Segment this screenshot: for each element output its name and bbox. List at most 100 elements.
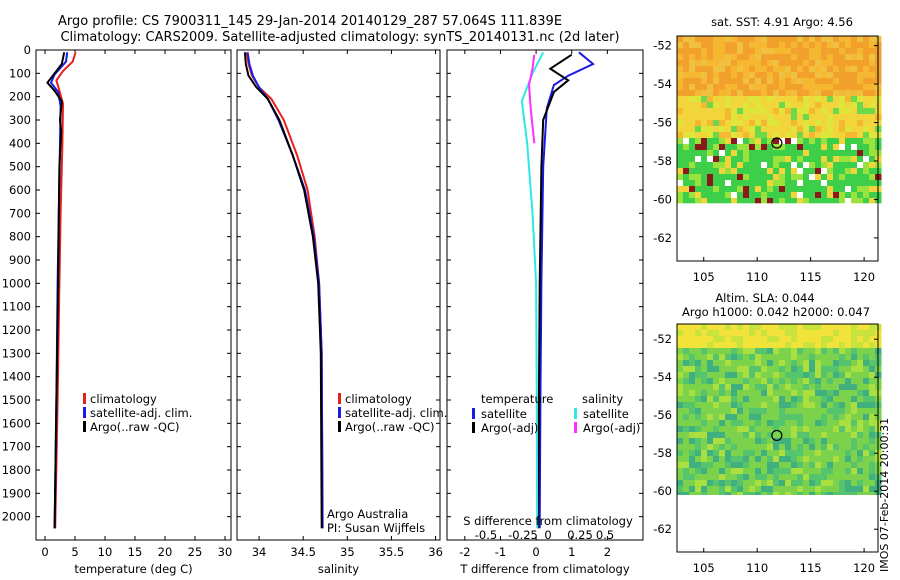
map-cell	[755, 192, 762, 199]
map-cell	[779, 66, 786, 73]
map-cell	[791, 156, 798, 163]
map-cell	[863, 438, 870, 445]
map-cell	[707, 36, 714, 43]
map-cell	[677, 36, 684, 43]
map-cell	[695, 84, 702, 91]
map-cell	[815, 468, 822, 475]
map-cell	[851, 48, 858, 55]
map-cell	[701, 342, 708, 349]
legend-label: climatology	[90, 392, 157, 406]
map-cell	[713, 66, 720, 73]
map-cell	[707, 162, 714, 169]
map-cell	[743, 330, 750, 337]
map-cell	[779, 408, 786, 415]
map-cell	[713, 72, 720, 79]
map-cell	[803, 408, 810, 415]
map-cell	[851, 84, 858, 91]
map-cell	[707, 444, 714, 451]
map-cell	[743, 180, 750, 187]
map-cell	[851, 156, 858, 163]
map-cell	[863, 72, 870, 79]
map-cell	[701, 84, 708, 91]
map-cell	[749, 438, 756, 445]
map-cell	[743, 114, 750, 121]
map-cell	[869, 420, 876, 427]
map-cell	[785, 336, 792, 343]
map-cell	[839, 426, 846, 433]
map-cell	[743, 408, 750, 415]
y-tick-label: 100	[9, 66, 31, 80]
map-cell	[827, 348, 834, 355]
map-cell	[719, 36, 726, 43]
y-tick-label: 1700	[2, 440, 31, 454]
map-cell	[743, 108, 750, 115]
map-cell	[719, 456, 726, 463]
map-cell	[689, 360, 696, 367]
map-cell	[773, 72, 780, 79]
map-cell	[701, 114, 708, 121]
map-cell	[791, 138, 798, 145]
map-cell	[869, 330, 876, 337]
map-frame	[676, 323, 879, 553]
map-cell	[827, 444, 834, 451]
legend-swatch	[83, 407, 86, 418]
map-cell	[755, 456, 762, 463]
map-cell	[737, 402, 744, 409]
map-cell	[773, 180, 780, 187]
map-cell	[677, 456, 684, 463]
map-cell	[857, 324, 864, 331]
map-cell	[761, 372, 768, 379]
map-cell	[737, 60, 744, 67]
map-cell	[683, 492, 690, 495]
map-cell	[827, 120, 834, 127]
map-cell	[743, 144, 750, 151]
map-cell	[791, 402, 798, 409]
map-cell	[737, 420, 744, 427]
map-cell	[749, 456, 756, 463]
map-cell	[869, 336, 876, 343]
map-x-tick-label: 110	[746, 561, 768, 575]
map-cell	[821, 144, 828, 151]
map-cell	[701, 54, 708, 61]
map-cell	[719, 408, 726, 415]
map-cell	[845, 48, 852, 55]
map-cell	[719, 336, 726, 343]
map-cell	[731, 438, 738, 445]
legend-label: satellite	[583, 407, 629, 421]
map-cell	[713, 60, 720, 67]
map-cell	[725, 54, 732, 61]
map-cell	[761, 96, 768, 103]
map-cell	[755, 114, 762, 121]
map-cell	[719, 60, 726, 67]
map-cell	[869, 78, 876, 85]
map-cell	[725, 72, 732, 79]
map-cell	[809, 96, 816, 103]
map-cell	[833, 54, 840, 61]
map-cell	[773, 48, 780, 55]
map-cell	[809, 354, 816, 361]
map-cell	[749, 126, 756, 133]
map-cell	[761, 480, 768, 487]
map-cell	[833, 348, 840, 355]
map-cell	[869, 138, 876, 145]
map-cell	[791, 414, 798, 421]
map-cell	[731, 486, 738, 493]
map-cell	[683, 474, 690, 481]
map-cell	[713, 36, 720, 43]
map-cell	[761, 108, 768, 115]
map-cell	[695, 348, 702, 355]
map-cell	[863, 168, 870, 175]
map-cell	[755, 42, 762, 49]
map-cell	[689, 354, 696, 361]
map-cell	[803, 90, 810, 97]
map-cell	[785, 474, 792, 481]
map-cell	[803, 468, 810, 475]
map-cell	[683, 96, 690, 103]
map-cell	[737, 66, 744, 73]
map-cell	[839, 366, 846, 373]
map-cell	[707, 468, 714, 475]
map-cell	[869, 474, 876, 481]
map-cell	[695, 360, 702, 367]
map-cell	[743, 468, 750, 475]
map-cell	[737, 330, 744, 337]
